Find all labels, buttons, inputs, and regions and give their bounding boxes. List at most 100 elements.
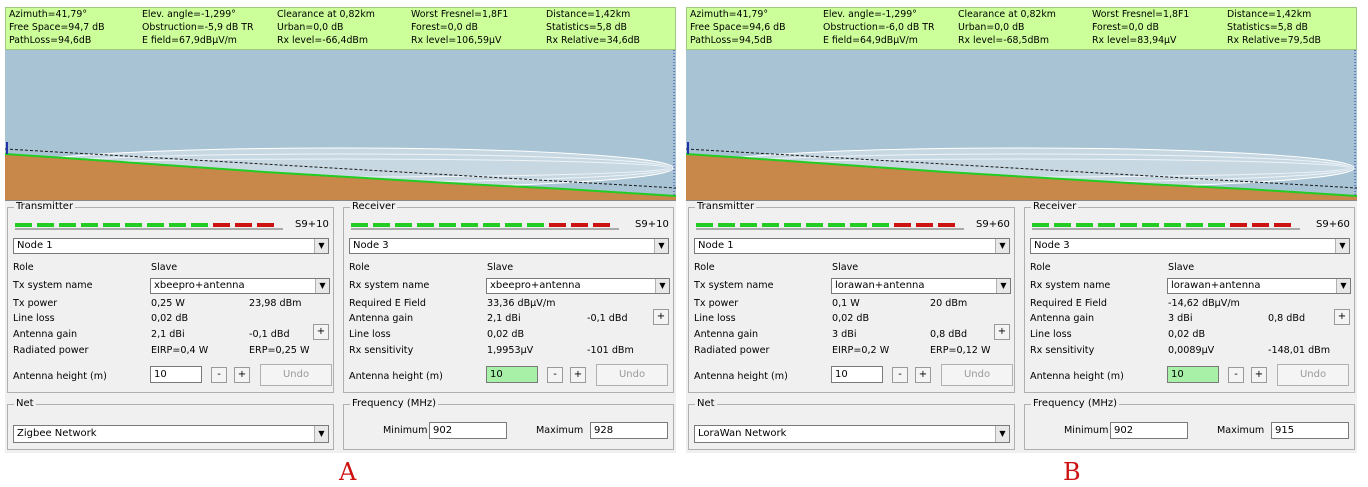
rx-node-select[interactable]: Node 3 ▼ [1030, 238, 1350, 254]
rx-height-minus-button[interactable]: - [1228, 367, 1244, 383]
chevron-down-icon[interactable]: ▼ [654, 239, 668, 253]
meter-segment [828, 223, 845, 227]
tx-height-input[interactable]: 10 [150, 366, 202, 383]
tx-erp: ERP=0,25 W [249, 345, 310, 356]
tx-system-select[interactable]: xbeepro+antenna ▼ [150, 278, 330, 294]
chevron-down-icon[interactable]: ▼ [314, 239, 328, 253]
stat-statistics: Statistics=5,8 dB [1227, 22, 1308, 33]
tx-height-plus-button[interactable]: + [915, 367, 931, 383]
rx-gain-plus-button[interactable]: + [1334, 309, 1350, 325]
rx-system-value: xbeepro+antenna [490, 280, 581, 291]
rx-height-plus-button[interactable]: + [1251, 367, 1267, 383]
meter-segment [571, 223, 588, 227]
chevron-down-icon[interactable]: ▼ [1336, 279, 1350, 293]
freq-max-input[interactable]: 928 [590, 422, 668, 439]
tx-undo-button[interactable]: Undo [260, 364, 332, 386]
meter-segment [461, 223, 478, 227]
tx-signal-meter [696, 222, 964, 230]
meter-segment [894, 223, 911, 227]
stat-distance: Distance=1,42km [546, 9, 631, 20]
chevron-down-icon[interactable]: ▼ [995, 426, 1009, 442]
rx-gain-plus-button[interactable]: + [653, 309, 669, 325]
meter-segment [806, 223, 823, 227]
rx-gain-dbd: 0,8 dBd [1268, 313, 1306, 324]
rx-system-label: Rx system name [1030, 280, 1111, 291]
tx-system-value: xbeepro+antenna [154, 280, 245, 291]
rx-field-value: 33,36 dBµV/m [487, 298, 556, 309]
terrain-profile [5, 50, 676, 201]
rx-sensitivity-dbm: -148,01 dBm [1268, 345, 1331, 356]
rx-height-minus-button[interactable]: - [547, 367, 563, 383]
chevron-down-icon[interactable]: ▼ [995, 239, 1009, 253]
meter-segment [439, 223, 456, 227]
tx-height-label: Antenna height (m) [694, 371, 788, 382]
meter-segment [1120, 223, 1137, 227]
freq-min-input[interactable]: 902 [429, 422, 507, 439]
freq-max-input[interactable]: 915 [1271, 422, 1349, 439]
tx-node-select[interactable]: Node 1 ▼ [13, 238, 329, 254]
tx-role-value: Slave [832, 262, 859, 273]
meter-segment [1164, 223, 1181, 227]
net-group: Net LoraWan Network ▼ [688, 398, 1015, 450]
meter-segment [872, 223, 889, 227]
tx-gain-plus-button[interactable]: + [994, 324, 1010, 340]
rx-system-select[interactable]: xbeepro+antenna ▼ [486, 278, 670, 294]
chevron-down-icon[interactable]: ▼ [1335, 239, 1349, 253]
frequency-group: Frequency (MHz) Minimum 902 Maximum 915 [1024, 398, 1355, 450]
net-select[interactable]: Zigbee Network ▼ [13, 425, 329, 443]
rx-field-label: Required E Field [349, 298, 427, 309]
meter-segment [938, 223, 955, 227]
rx-undo-button[interactable]: Undo [596, 364, 668, 386]
meter-segment [696, 223, 713, 227]
rx-sensitivity-uv: 0,0089µV [1168, 345, 1215, 356]
chevron-down-icon[interactable]: ▼ [314, 426, 328, 442]
stat-urban: Urban=0,0 dB [958, 22, 1025, 33]
stat-free-space: Free Space=94,6 dB [690, 22, 786, 33]
stat-urban: Urban=0,0 dB [277, 22, 344, 33]
transmitter-group: Transmitter S9+60 Node 1 ▼ Role Slave Tx… [688, 201, 1015, 393]
meter-segment [483, 223, 500, 227]
rx-system-select[interactable]: lorawan+antenna ▼ [1167, 278, 1351, 294]
rx-undo-button[interactable]: Undo [1277, 364, 1349, 386]
meter-segment [1076, 223, 1093, 227]
rx-node-select[interactable]: Node 3 ▼ [349, 238, 669, 254]
tx-gain-dbd: 0,8 dBd [930, 329, 968, 340]
tx-height-input[interactable]: 10 [831, 366, 883, 383]
tx-undo-button[interactable]: Undo [941, 364, 1013, 386]
net-select[interactable]: LoraWan Network ▼ [694, 425, 1010, 443]
tx-height-minus-button[interactable]: - [211, 367, 227, 383]
chevron-down-icon[interactable]: ▼ [315, 279, 329, 293]
rx-lineloss-value: 0,02 dB [1168, 329, 1206, 340]
rx-sensitivity-label: Rx sensitivity [349, 345, 414, 356]
meter-segment [505, 223, 522, 227]
freq-min-label: Minimum [1064, 425, 1109, 436]
tx-gain-label: Antenna gain [694, 329, 759, 340]
stat-fresnel: Worst Fresnel=1,8F1 [1092, 9, 1190, 20]
rx-height-input[interactable]: 10 [486, 366, 538, 383]
tx-node-select[interactable]: Node 1 ▼ [694, 238, 1010, 254]
stat-forest: Forest=0,0 dB [411, 22, 478, 33]
receiver-group: Receiver S9+60 Node 3 ▼ Role Slave Rx sy… [1024, 201, 1355, 393]
rx-role-label: Role [1030, 262, 1051, 273]
rx-lineloss-label: Line loss [1030, 329, 1072, 340]
meter-segment [850, 223, 867, 227]
meter-segment [191, 223, 208, 227]
net-group: Net Zigbee Network ▼ [7, 398, 334, 450]
meter-segment [235, 223, 252, 227]
stat-elevation: Elev. angle=-1,299° [823, 9, 917, 20]
tx-height-plus-button[interactable]: + [234, 367, 250, 383]
chevron-down-icon[interactable]: ▼ [996, 279, 1010, 293]
chevron-down-icon[interactable]: ▼ [655, 279, 669, 293]
meter-segment [15, 223, 32, 227]
link-panel-a: Azimuth=41,79° Elev. angle=-1,299° Clear… [5, 7, 676, 453]
freq-min-input[interactable]: 902 [1110, 422, 1188, 439]
rx-height-input[interactable]: 10 [1167, 366, 1219, 383]
tx-height-minus-button[interactable]: - [892, 367, 908, 383]
rx-lineloss-label: Line loss [349, 329, 391, 340]
tx-meter-label: S9+10 [295, 219, 329, 230]
meter-segment [1142, 223, 1159, 227]
tx-system-select[interactable]: lorawan+antenna ▼ [831, 278, 1011, 294]
stat-pathloss: PathLoss=94,6dB [9, 35, 92, 46]
rx-height-plus-button[interactable]: + [570, 367, 586, 383]
tx-gain-plus-button[interactable]: + [313, 324, 329, 340]
